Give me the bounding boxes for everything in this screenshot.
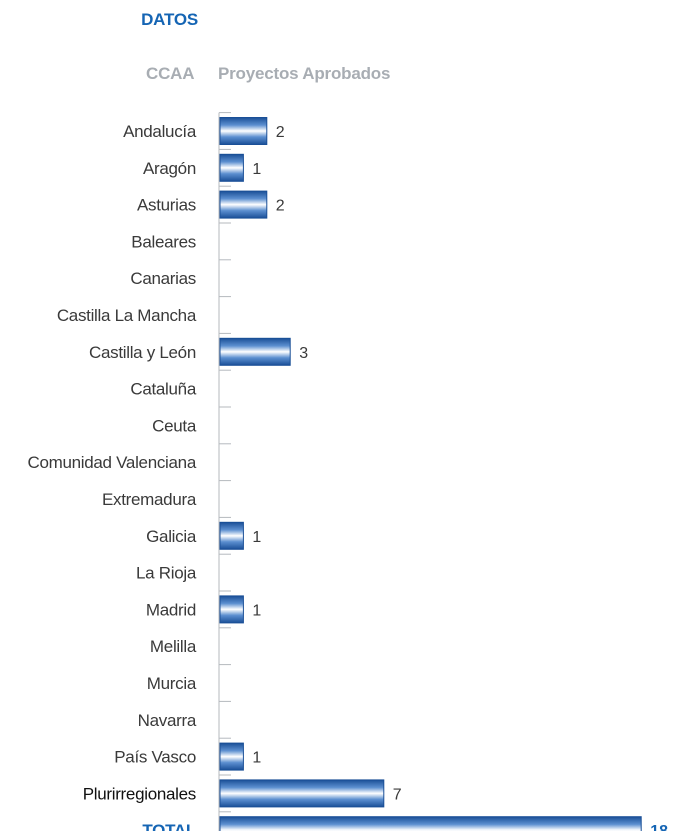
category-label: Aragón [143, 159, 196, 178]
category-label: Comunidad Valenciana [27, 453, 196, 472]
bar [219, 595, 244, 624]
bar [219, 742, 244, 771]
category-label: Ceuta [152, 416, 197, 435]
category-label: TOTAL [142, 821, 196, 831]
bar [219, 816, 642, 831]
value-label: 1 [252, 161, 261, 178]
category-label: Cataluña [130, 380, 196, 399]
category-label: País Vasco [114, 748, 196, 767]
category-label: Baleares [131, 232, 196, 251]
value-label: 1 [252, 750, 261, 767]
category-label: Galicia [146, 527, 197, 546]
value-label: 3 [299, 345, 308, 362]
column-header-ccaa: CCAA [146, 64, 195, 83]
bar [219, 521, 244, 550]
section-title: DATOS [141, 10, 198, 29]
category-label: Castilla La Mancha [57, 306, 197, 325]
category-label: Extremadura [102, 490, 197, 509]
category-label: Madrid [146, 600, 196, 619]
category-label: Navarra [138, 711, 197, 730]
axis [218, 112, 231, 831]
value-label: 1 [252, 529, 261, 546]
bar [219, 153, 244, 182]
category-label: Andalucía [123, 122, 197, 141]
bar [219, 337, 291, 366]
category-label: Asturias [137, 196, 196, 215]
category-labels: Andalucía Aragón Asturias Baleares Canarias C… [27, 122, 197, 831]
bars [219, 117, 642, 831]
bar [219, 117, 268, 145]
category-label: Melilla [150, 637, 197, 656]
category-label: La Rioja [136, 564, 197, 583]
value-labels: 2 1 2 3 1 1 1 7 18 [252, 124, 668, 831]
category-label: Murcia [147, 674, 197, 693]
value-label: 7 [393, 786, 402, 803]
category-label: Castilla y León [89, 343, 196, 362]
column-header-proyectos: Proyectos Aprobados [218, 64, 391, 83]
category-label: Canarias [130, 269, 196, 288]
bar [219, 190, 268, 219]
value-label: 18 [650, 823, 668, 831]
bar [219, 779, 385, 808]
value-label: 2 [276, 198, 285, 215]
value-label: 1 [252, 602, 261, 619]
value-label: 2 [276, 124, 285, 141]
category-label: Plurirregionales [83, 784, 196, 803]
